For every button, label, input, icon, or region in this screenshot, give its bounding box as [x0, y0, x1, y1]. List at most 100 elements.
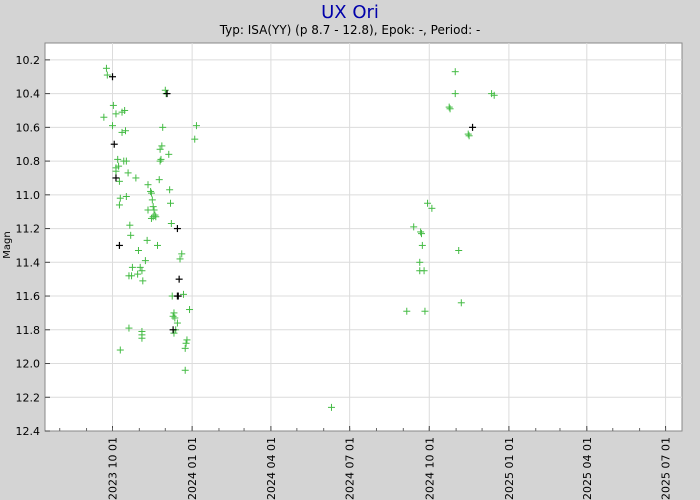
y-tick-label: 12.2: [16, 391, 41, 404]
y-tick-label: 11.4: [16, 256, 41, 269]
plot-area: [44, 42, 683, 432]
data-point: [165, 150, 173, 158]
y-axis-label: Magn: [2, 231, 13, 258]
x-tick-label: 2024 04 01: [265, 437, 278, 500]
data-point: [144, 206, 152, 214]
chart-subtitle: Typ: ISA(YY) (p 8.7 - 12.8), Epok: -, Pe…: [219, 23, 481, 37]
x-tick-label: 2025 01 01: [503, 437, 516, 500]
data-point: [118, 128, 126, 136]
data-point: [152, 213, 160, 221]
data-point: [157, 155, 165, 163]
data-point: [417, 230, 425, 238]
data-point: [132, 174, 140, 182]
data-point: [134, 270, 142, 278]
data-point: [156, 145, 164, 153]
data-point: [147, 187, 155, 195]
data-point: [178, 250, 186, 258]
data-point: [421, 307, 429, 315]
data-point: [166, 199, 174, 207]
data-point: [179, 290, 187, 298]
data-point: [192, 122, 200, 130]
data-point: [110, 140, 118, 148]
x-tick-label: 2023 10 01: [107, 437, 120, 500]
data-point: [121, 106, 129, 114]
data-point: [147, 189, 155, 197]
data-point: [102, 64, 110, 72]
data-point: [138, 267, 146, 275]
data-point: [416, 258, 424, 266]
x-tick-label: 2025 04 01: [581, 437, 594, 500]
data-point: [182, 339, 190, 347]
data-point: [149, 203, 157, 211]
data-point: [143, 236, 151, 244]
data-point: [181, 344, 189, 352]
data-point: [169, 312, 177, 320]
data-point: [418, 241, 426, 249]
data-point: [127, 231, 135, 239]
data-point: [109, 101, 117, 109]
data-point: [155, 176, 163, 184]
data-point: [186, 306, 194, 314]
chart-title: UX Ori: [321, 2, 379, 23]
data-point: [465, 132, 473, 140]
y-tick-label: 10.8: [16, 155, 41, 168]
data-point: [151, 211, 159, 219]
data-point: [158, 142, 166, 150]
data-point: [122, 157, 130, 165]
data-point: [175, 275, 183, 283]
data-point: [115, 177, 123, 185]
data-point: [410, 223, 418, 231]
data-point: [176, 255, 184, 263]
data-point: [138, 334, 146, 342]
data-point: [455, 246, 463, 254]
data-point: [457, 299, 465, 307]
data-point: [116, 194, 124, 202]
data-point: [446, 105, 454, 113]
data-point: [469, 123, 477, 131]
y-tick-label: 10.4: [16, 88, 41, 101]
data-point: [159, 123, 167, 131]
data-point: [445, 103, 453, 111]
grid: [45, 43, 682, 431]
data-point: [490, 91, 498, 99]
y-tick-label: 10.6: [16, 121, 41, 134]
y-tick-label: 12.0: [16, 358, 41, 371]
data-point: [424, 199, 432, 207]
data-point: [109, 122, 117, 130]
data-point: [464, 130, 472, 138]
data-point: [403, 307, 411, 315]
data-point: [169, 326, 177, 334]
data-point: [420, 267, 428, 275]
data-point: [154, 241, 162, 249]
data-point: [150, 206, 158, 214]
data-point: [103, 71, 111, 79]
y-tick-label: 12.4: [16, 425, 41, 438]
data-point: [121, 127, 129, 135]
data-point: [128, 272, 136, 280]
data-point: [191, 135, 199, 143]
data-point: [173, 319, 181, 327]
data-point: [163, 90, 171, 98]
data-point: [115, 201, 123, 209]
x-tick-label: 2024 01 01: [186, 437, 199, 500]
y-tick-label: 10.2: [16, 54, 41, 67]
x-tick-label: 2024 07 01: [344, 437, 357, 500]
data-point: [171, 314, 179, 322]
data-point: [156, 157, 164, 165]
data-point: [109, 73, 117, 81]
data-points: [100, 64, 498, 411]
y-tick-label: 11.6: [16, 290, 41, 303]
data-point: [181, 366, 189, 374]
data-point: [115, 162, 123, 170]
data-point: [122, 193, 130, 201]
data-point: [167, 220, 175, 228]
data-point: [173, 225, 181, 233]
x-tick-label: 2024 10 01: [423, 437, 436, 500]
data-point: [125, 324, 133, 332]
data-point: [134, 246, 142, 254]
x-tick-label: 2025 07 01: [660, 437, 673, 500]
data-point: [128, 263, 136, 271]
data-point: [136, 263, 144, 271]
axes: 10.2 10.4 10.6 10.8 11.0 11.2 11.4 11.6 11.8 12.0…: [16, 54, 673, 500]
data-point: [126, 221, 134, 229]
